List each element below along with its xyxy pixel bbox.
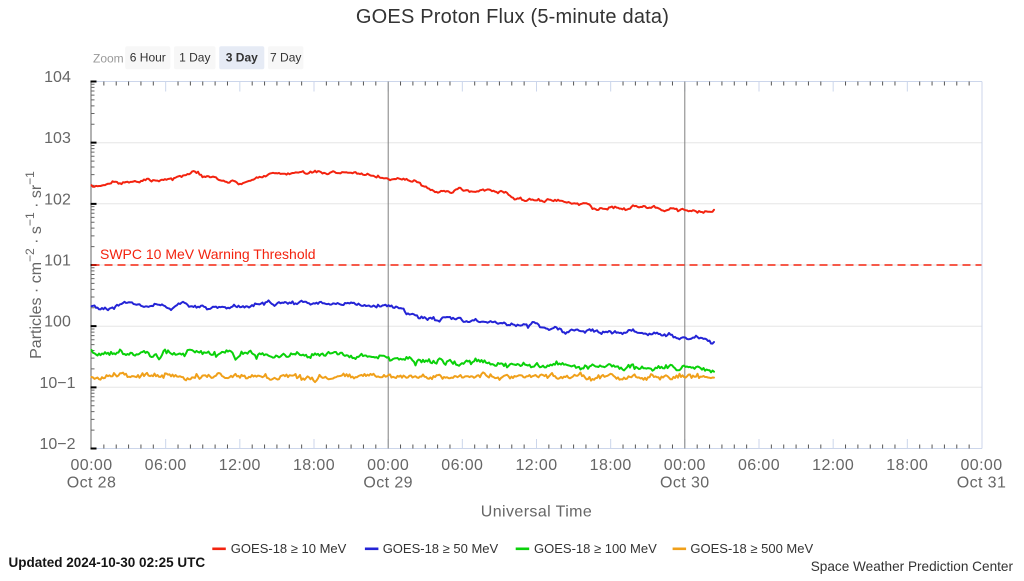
svg-text:Space Weather Prediction Cente: Space Weather Prediction Center <box>811 559 1014 574</box>
svg-text:103: 103 <box>44 130 71 147</box>
svg-text:10−1: 10−1 <box>39 375 75 392</box>
svg-text:06:00: 06:00 <box>441 457 483 474</box>
svg-text:GOES-18 ≥ 100 MeV: GOES-18 ≥ 100 MeV <box>534 541 657 556</box>
svg-text:00:00: 00:00 <box>70 457 112 474</box>
svg-text:12:00: 12:00 <box>219 457 261 474</box>
svg-text:06:00: 06:00 <box>145 457 187 474</box>
svg-text:Oct 29: Oct 29 <box>363 475 413 492</box>
svg-text:GOES-18 ≥ 50 MeV: GOES-18 ≥ 50 MeV <box>383 541 499 556</box>
svg-text:GOES-18 ≥ 500 MeV: GOES-18 ≥ 500 MeV <box>690 541 813 556</box>
svg-text:GOES Proton Flux (5-minute dat: GOES Proton Flux (5-minute data) <box>356 6 669 28</box>
svg-text:101: 101 <box>44 253 71 270</box>
svg-text:12:00: 12:00 <box>812 457 854 474</box>
svg-text:12:00: 12:00 <box>515 457 557 474</box>
svg-text:Oct 30: Oct 30 <box>660 475 710 492</box>
svg-text:Updated 2024-10-30 02:25 UTC: Updated 2024-10-30 02:25 UTC <box>9 555 206 570</box>
svg-text:100: 100 <box>44 314 71 331</box>
svg-text:Zoom: Zoom <box>93 52 124 66</box>
svg-text:6 Hour: 6 Hour <box>130 51 166 65</box>
svg-text:Oct 31: Oct 31 <box>957 475 1007 492</box>
svg-text:06:00: 06:00 <box>738 457 780 474</box>
svg-text:1 Day: 1 Day <box>179 51 210 65</box>
svg-text:GOES-18 ≥ 10 MeV: GOES-18 ≥ 10 MeV <box>231 541 347 556</box>
svg-text:18:00: 18:00 <box>293 457 335 474</box>
svg-text:Universal Time: Universal Time <box>481 504 592 521</box>
svg-text:18:00: 18:00 <box>886 457 928 474</box>
svg-text:00:00: 00:00 <box>664 457 706 474</box>
svg-text:3 Day: 3 Day <box>226 51 258 65</box>
svg-text:104: 104 <box>44 69 71 86</box>
svg-text:7 Day: 7 Day <box>270 51 301 65</box>
svg-text:102: 102 <box>44 191 71 208</box>
svg-text:18:00: 18:00 <box>590 457 632 474</box>
svg-text:Oct 28: Oct 28 <box>67 475 117 492</box>
svg-text:00:00: 00:00 <box>960 457 1002 474</box>
svg-text:SWPC 10 MeV Warning Threshold: SWPC 10 MeV Warning Threshold <box>100 246 316 262</box>
svg-text:00:00: 00:00 <box>367 457 409 474</box>
svg-text:10−2: 10−2 <box>39 436 75 453</box>
